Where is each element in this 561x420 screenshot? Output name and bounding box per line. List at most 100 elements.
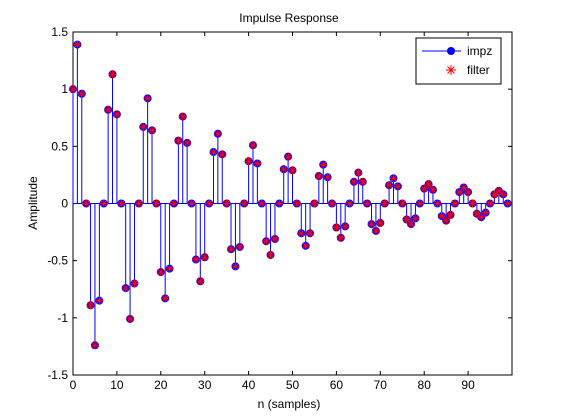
filter-point — [402, 215, 411, 224]
filter-point — [227, 245, 236, 254]
chart-title: Impulse Response — [239, 11, 339, 25]
filter-point — [345, 199, 354, 208]
filter-point — [464, 188, 473, 197]
filter-point — [490, 190, 499, 199]
y-tick-label: 0.5 — [51, 139, 68, 153]
filter-point — [349, 177, 358, 186]
filter-point — [446, 210, 455, 219]
filter-point — [385, 181, 394, 190]
filter-point — [292, 199, 301, 208]
filter-point — [152, 199, 161, 208]
filter-point — [196, 277, 205, 286]
filter-point — [354, 168, 363, 177]
filter-point — [336, 233, 345, 242]
filter-point — [82, 199, 91, 208]
filter-point — [187, 199, 196, 208]
y-tick-label: 1 — [61, 82, 68, 96]
x-tick-label: 90 — [461, 378, 475, 392]
x-tick-label: 0 — [70, 378, 77, 392]
filter-point — [205, 199, 214, 208]
legend-filter-marker — [446, 65, 456, 75]
filter-point — [69, 85, 77, 94]
filter-point — [126, 314, 135, 323]
x-tick-label: 30 — [198, 378, 212, 392]
filter-point — [393, 182, 402, 191]
filter-point — [169, 199, 178, 208]
filter-point — [222, 199, 231, 208]
filter-point — [314, 172, 323, 181]
x-tick-label: 80 — [418, 378, 432, 392]
filter-point — [240, 199, 249, 208]
filter-point — [306, 229, 315, 238]
filter-point — [468, 199, 477, 208]
filter-point — [266, 250, 275, 259]
x-tick-label: 20 — [154, 378, 168, 392]
filter-point — [371, 226, 380, 235]
filter-point — [367, 220, 376, 229]
filter-point — [218, 150, 227, 159]
filter-point — [174, 136, 183, 145]
legend-impz-marker — [447, 47, 455, 55]
filter-point — [244, 157, 253, 166]
filter-point — [279, 165, 288, 174]
filter-point — [213, 129, 222, 138]
filter-point — [235, 242, 244, 251]
filter-point — [231, 262, 240, 271]
filter-point — [270, 234, 279, 243]
filter-point — [112, 110, 121, 119]
filter-point — [284, 152, 293, 161]
filter-point — [148, 126, 157, 135]
filter-point — [178, 112, 187, 121]
filter-point — [301, 241, 310, 250]
filter-point — [328, 199, 337, 208]
filter-point — [161, 294, 170, 303]
x-axis-title: n (samples) — [258, 397, 321, 411]
filter-point — [499, 190, 508, 199]
filter-point — [415, 199, 424, 208]
x-tick-label: 50 — [286, 378, 300, 392]
filter-point — [73, 40, 82, 49]
filter-point — [398, 199, 407, 208]
filter-point — [297, 229, 306, 238]
filter-point — [310, 199, 319, 208]
x-tick-label: 70 — [374, 378, 388, 392]
x-tick-label: 10 — [110, 378, 124, 392]
filter-point — [275, 199, 284, 208]
filter-point — [183, 138, 192, 147]
y-tick-label: 1.5 — [51, 25, 68, 39]
filter-point — [481, 208, 490, 217]
filter-point — [248, 141, 257, 150]
filter-point — [407, 220, 416, 229]
filter-point — [139, 122, 148, 131]
filter-point — [143, 94, 152, 103]
y-tick-label: -0.5 — [47, 254, 68, 268]
filter-point — [117, 199, 126, 208]
filter-point — [411, 214, 420, 223]
plot-area: 0 10 20 30 40 50 60 70 80 90 1.5 1 0.5 0 -0.5 -1 -1.5 — [47, 25, 513, 392]
filter-point — [86, 301, 95, 310]
filter-point — [90, 341, 99, 350]
filter-point — [494, 186, 503, 195]
legend: impz filter — [415, 37, 502, 85]
legend-item-impz: impz — [422, 44, 492, 58]
filter-point — [486, 199, 495, 208]
filter-point — [257, 199, 266, 208]
filter-point — [165, 264, 174, 273]
filter-point — [99, 199, 108, 208]
y-tick-label: -1.5 — [47, 368, 68, 382]
y-tick-label: -1 — [57, 311, 68, 325]
filter-point — [442, 216, 451, 225]
filter-point — [472, 209, 481, 218]
x-tick-label: 60 — [330, 378, 344, 392]
filter-point — [77, 89, 86, 98]
filter-point — [209, 148, 218, 157]
filter-point — [191, 255, 200, 264]
filter-point — [450, 199, 459, 208]
legend-item-filter: filter — [446, 63, 490, 77]
filter-point — [424, 180, 433, 189]
filter-point — [134, 199, 143, 208]
filter-point — [156, 268, 165, 277]
filter-point — [95, 296, 104, 305]
filter-point — [108, 70, 117, 79]
